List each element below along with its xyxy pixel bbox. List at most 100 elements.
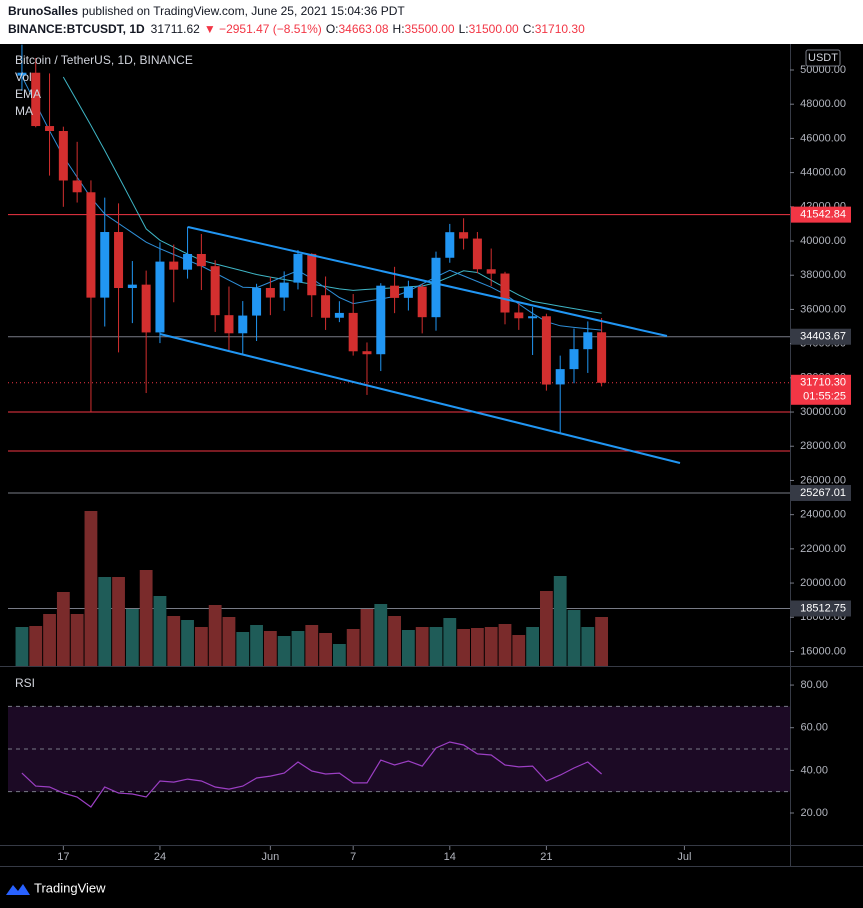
candle-body xyxy=(252,287,262,316)
volume-bar xyxy=(305,625,319,666)
candle-body xyxy=(541,316,551,385)
candle-body xyxy=(169,261,179,270)
candle-body xyxy=(555,369,565,385)
price-label-box xyxy=(791,484,851,501)
o-label: O: xyxy=(326,22,339,36)
candle-body xyxy=(376,285,386,355)
plot xyxy=(15,44,609,666)
volume-bar xyxy=(139,570,153,666)
x-tick-label: Jul xyxy=(677,851,691,863)
volume-bar xyxy=(553,576,567,666)
price-label: 18512.75 xyxy=(800,602,846,614)
y-tick-label: 44000.00 xyxy=(800,167,846,179)
legend-ema: EMA xyxy=(15,87,41,101)
candle-body xyxy=(514,312,524,319)
legend-title: Bitcoin / TetherUS, 1D, BINANCE xyxy=(15,53,193,67)
y-tick-label: 28000.00 xyxy=(800,440,846,452)
volume-bar xyxy=(470,628,484,666)
price-label-box xyxy=(791,206,851,223)
candle-body xyxy=(224,315,234,334)
volume-bar xyxy=(567,610,581,666)
volume-bar xyxy=(125,609,139,666)
candle-body xyxy=(417,286,427,318)
legend-ma: MA xyxy=(15,104,33,118)
candle-body xyxy=(569,349,579,370)
candle-body xyxy=(500,273,510,313)
c-value: 31710.30 xyxy=(535,22,585,36)
volume-bar xyxy=(70,614,84,666)
volume-bar xyxy=(540,591,553,666)
volume-bar xyxy=(236,632,250,666)
volume-bar xyxy=(222,617,236,666)
x-tick-label: 17 xyxy=(57,851,69,863)
rsi-tick-label: 60.00 xyxy=(800,722,828,734)
candle-body xyxy=(127,284,137,289)
axes: 50000.0048000.0046000.0044000.0042000.00… xyxy=(57,64,851,863)
y-tick-label: 24000.00 xyxy=(800,509,846,521)
rsi-pane xyxy=(8,705,790,808)
candle-body xyxy=(100,232,110,298)
volume-bar xyxy=(112,577,125,666)
candle-body xyxy=(183,253,193,270)
published: published on TradingView.com, June 25, 2… xyxy=(82,4,405,18)
currency-box xyxy=(805,49,841,67)
author: BrunoSalles xyxy=(8,4,78,18)
volume-bar xyxy=(346,629,360,666)
y-tick-label: 50000.00 xyxy=(800,64,846,76)
y-tick-label: 38000.00 xyxy=(800,269,846,281)
volume-bar xyxy=(56,592,70,666)
candle-body xyxy=(390,285,400,298)
trend-line xyxy=(187,226,668,337)
y-tick-label: 26000.00 xyxy=(800,474,846,486)
candle-body xyxy=(141,284,151,333)
volume-bar xyxy=(84,511,98,666)
price-label: 25267.01 xyxy=(800,487,846,499)
y-tick-label: 46000.00 xyxy=(800,132,846,144)
quote-line: BINANCE:BTCUSDT, 1D 31711.62 ▼ −2951.47 (−… xyxy=(8,22,585,36)
h-label: H: xyxy=(393,22,405,36)
volume-bar xyxy=(443,618,457,666)
rsi-tick-label: 20.00 xyxy=(800,807,828,819)
candle-body xyxy=(17,72,27,76)
candle-body xyxy=(445,232,455,258)
candle-body xyxy=(307,253,317,296)
change: ▼ −2951.47 (−8.51%) xyxy=(204,22,322,36)
candle-body xyxy=(114,232,124,289)
candle-body xyxy=(238,315,248,334)
volume-bar xyxy=(332,644,346,666)
volume-bar xyxy=(498,624,512,666)
legend-vol: Vol xyxy=(15,70,32,84)
candle-body xyxy=(31,72,41,127)
h-value: 35500.00 xyxy=(405,22,455,36)
volume-bar xyxy=(415,627,429,666)
y-tick-label: 20000.00 xyxy=(800,577,846,589)
rsi-tick-label: 40.00 xyxy=(800,764,828,776)
price-label: 41542.84 xyxy=(800,209,846,221)
header-bg xyxy=(0,0,863,44)
c-label: C: xyxy=(523,22,535,36)
last-price-label: 31710.30 xyxy=(800,377,846,389)
candle-body xyxy=(403,286,413,298)
price-label-box xyxy=(791,600,851,617)
y-tick-label: 30000.00 xyxy=(800,406,846,418)
candle-body xyxy=(196,253,206,267)
candle-body xyxy=(210,266,220,316)
l-value: 31500.00 xyxy=(469,22,519,36)
volume-bar xyxy=(319,633,332,666)
volume-bar xyxy=(98,577,112,666)
x-tick-label: 24 xyxy=(154,851,166,863)
y-tick-label: 40000.00 xyxy=(800,235,846,247)
volume-bar xyxy=(581,627,595,666)
volume-bar xyxy=(484,627,498,666)
volume-bar xyxy=(194,627,208,666)
x-tick-label: 7 xyxy=(350,851,356,863)
candle-body xyxy=(58,130,68,181)
candle-body xyxy=(334,312,344,318)
volume-bar xyxy=(291,631,305,666)
candle-body xyxy=(279,282,289,298)
candle-body xyxy=(265,287,275,298)
o-value: 34663.08 xyxy=(338,22,388,36)
legend-rsi: RSI xyxy=(15,676,35,690)
volume-bar xyxy=(167,616,181,666)
symbol: BINANCE:BTCUSDT, 1D xyxy=(8,22,145,36)
